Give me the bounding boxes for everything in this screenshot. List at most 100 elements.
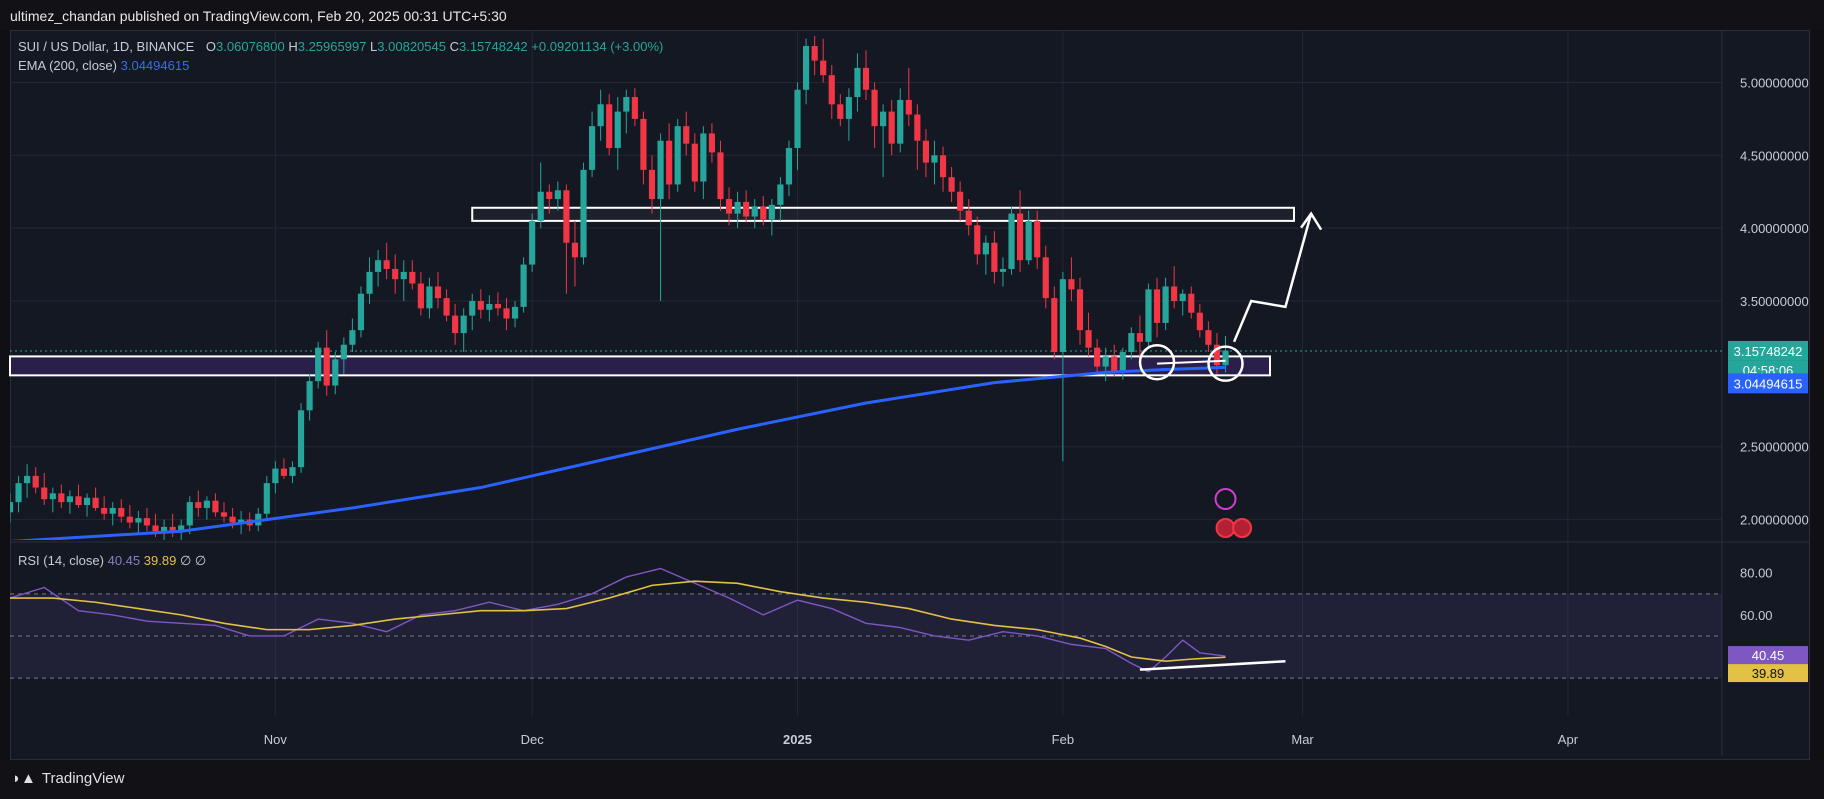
candle-body bbox=[203, 500, 210, 508]
last-price-badge: 3.15748242 bbox=[1734, 344, 1803, 359]
candle-body bbox=[1153, 289, 1161, 323]
price-tick-label: 2.50000000 bbox=[1740, 440, 1809, 455]
candle-body bbox=[1051, 298, 1058, 353]
ema-legend: EMA (200, close) 3.04494615 bbox=[18, 58, 189, 73]
symbol-legend: SUI / US Dollar, 1D, BINANCE O3.06076800… bbox=[18, 39, 663, 54]
candle-body bbox=[897, 99, 904, 144]
candles bbox=[10, 35, 1229, 540]
candle-body bbox=[323, 347, 330, 386]
candle-body bbox=[768, 204, 775, 220]
candle-body bbox=[1213, 344, 1221, 366]
resistance-zone bbox=[471, 206, 1295, 222]
rsi-line bbox=[9, 567, 1226, 673]
tradingview-logo[interactable]: ◗▲ TradingView bbox=[12, 770, 124, 787]
candle-body bbox=[700, 133, 707, 182]
candle-body bbox=[657, 140, 664, 200]
candle-body bbox=[1145, 289, 1152, 342]
rsi-tick-label: 60.00 bbox=[1740, 608, 1773, 623]
candle-body bbox=[674, 126, 681, 185]
candle-body bbox=[1068, 279, 1075, 290]
candle-body bbox=[477, 301, 484, 310]
candle-body bbox=[66, 496, 74, 503]
last-price-badge-bg bbox=[1728, 340, 1808, 361]
ema-label: EMA (200, close) bbox=[18, 58, 117, 73]
low-label: L bbox=[370, 39, 378, 54]
candle-body bbox=[777, 184, 784, 205]
candle-body bbox=[880, 111, 887, 127]
candle-body bbox=[734, 201, 741, 214]
candle-body bbox=[760, 206, 767, 220]
high-label: H bbox=[288, 39, 298, 54]
candle-body bbox=[708, 133, 716, 153]
candle-body bbox=[434, 286, 442, 299]
candle-body bbox=[460, 315, 467, 334]
bottom-bar: ◗▲ TradingView bbox=[0, 761, 1824, 799]
candle-body bbox=[965, 210, 972, 226]
rsi-ma-value: 39.89 bbox=[143, 553, 177, 568]
candle-body bbox=[41, 487, 48, 500]
candle-body bbox=[109, 507, 116, 514]
candle-body bbox=[118, 507, 125, 517]
candle-body bbox=[417, 283, 424, 309]
price-tick-label: 4.50000000 bbox=[1740, 148, 1809, 163]
price-tick-label: 5.00000000 bbox=[1740, 75, 1809, 90]
candle-body bbox=[49, 493, 56, 500]
rsi-ma-badge: 39.89 bbox=[1752, 666, 1785, 681]
change-value: +0.09201134 (+3.00%) bbox=[531, 39, 664, 54]
candle-body bbox=[306, 381, 313, 411]
rsi-ma-line bbox=[10, 580, 1226, 663]
candle-body bbox=[1205, 330, 1212, 345]
candle-body bbox=[580, 169, 587, 258]
candle-body bbox=[820, 60, 827, 76]
candle-body bbox=[811, 46, 818, 61]
zones bbox=[9, 206, 1722, 377]
candle-body bbox=[606, 104, 613, 149]
time-tick-label: Mar bbox=[1291, 732, 1314, 747]
candle-body bbox=[1085, 330, 1092, 348]
rsi-ma-badge-bg bbox=[1728, 664, 1808, 683]
candle-body bbox=[494, 303, 502, 309]
candle-body bbox=[571, 242, 579, 258]
candle-body bbox=[888, 111, 895, 144]
candle-body bbox=[280, 468, 288, 476]
candle-body bbox=[135, 518, 142, 523]
close-value: 3.15748242 bbox=[458, 39, 528, 54]
candle-body bbox=[717, 152, 724, 200]
candle-body bbox=[683, 126, 690, 144]
candle-body bbox=[340, 344, 347, 360]
candle-body bbox=[905, 99, 912, 115]
candle-body bbox=[546, 191, 553, 200]
candle-body bbox=[1111, 356, 1118, 371]
candle-body bbox=[126, 516, 133, 523]
time-tick-label: Nov bbox=[264, 732, 288, 747]
candle-body bbox=[1136, 333, 1144, 342]
candle-body bbox=[914, 114, 921, 141]
candle-body bbox=[725, 199, 733, 214]
annotations bbox=[1138, 211, 1323, 538]
ema-value: 3.04494615 bbox=[120, 58, 190, 73]
candle-body bbox=[374, 260, 382, 272]
candle-body bbox=[486, 303, 493, 310]
rsi-value: 40.45 bbox=[107, 553, 141, 568]
time-tick-label: Dec bbox=[521, 732, 545, 747]
candle-body bbox=[32, 475, 39, 488]
rsi-tick-label: 80.00 bbox=[1740, 566, 1773, 581]
candle-body bbox=[648, 169, 656, 200]
candle-body bbox=[614, 111, 621, 149]
rsi-legend: RSI (14, close) 40.45 39.89 ∅ ∅ bbox=[18, 553, 206, 569]
candle-body bbox=[666, 140, 673, 185]
candle-body bbox=[957, 191, 964, 211]
support-trendline bbox=[1156, 359, 1226, 365]
low-value: 3.00820545 bbox=[377, 39, 446, 54]
candle-body bbox=[169, 526, 176, 532]
candle-body bbox=[297, 410, 305, 468]
candle-body bbox=[623, 97, 630, 112]
candle-body bbox=[1094, 347, 1101, 367]
candle-body bbox=[1171, 286, 1178, 302]
candle-body bbox=[178, 525, 185, 532]
candle-body bbox=[1162, 286, 1169, 323]
candle-body bbox=[529, 220, 536, 265]
candle-body bbox=[10, 502, 14, 513]
